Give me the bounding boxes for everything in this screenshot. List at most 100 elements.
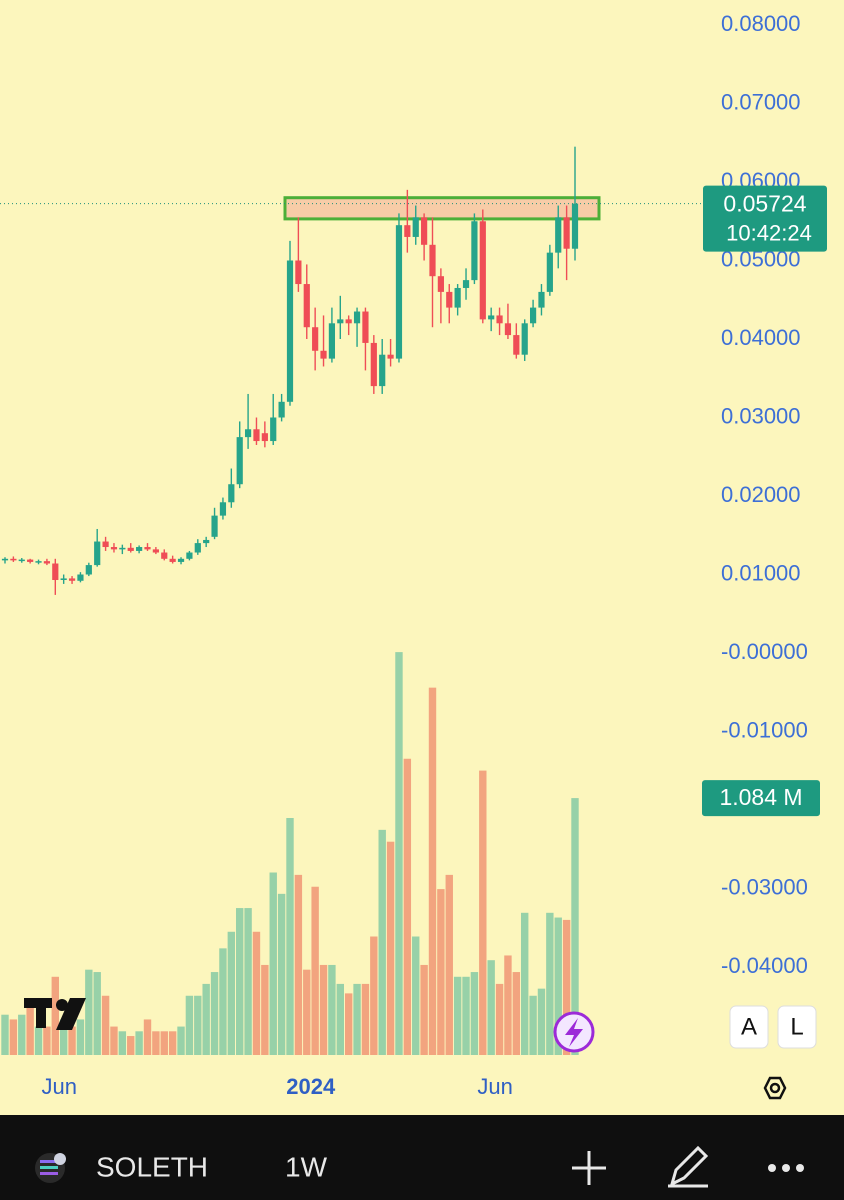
candle-body: [479, 221, 486, 320]
candle-body: [471, 221, 478, 281]
volume-bar: [51, 976, 59, 1055]
volume-bar: [194, 995, 202, 1055]
auto-button[interactable]: A: [729, 1005, 769, 1049]
candle-body: [345, 319, 352, 324]
candle-body: [312, 327, 319, 351]
more-button[interactable]: [768, 1164, 804, 1172]
candle-body: [161, 552, 168, 559]
volume-bar: [353, 983, 361, 1055]
volume-bar: [135, 1031, 143, 1055]
y-tick-label: 0.08000: [721, 11, 801, 36]
candle-body: [429, 244, 436, 277]
candle-body: [379, 354, 386, 387]
volume-bar: [244, 908, 252, 1055]
volume-bar: [168, 1031, 177, 1055]
replay-button[interactable]: [553, 1011, 595, 1053]
volume-bar: [495, 983, 504, 1055]
volume-bar: [470, 972, 479, 1055]
volume-bar: [319, 964, 328, 1055]
y-tick-label: 0.03000: [721, 403, 801, 428]
volume-bar: [344, 993, 353, 1055]
x-tick-label: 2024: [286, 1074, 336, 1099]
x-tick-label: Jun: [477, 1074, 512, 1099]
volume-bar: [546, 912, 554, 1055]
volume-bar: [227, 931, 236, 1055]
candle-body: [27, 559, 34, 562]
interval[interactable]: 1W: [285, 1151, 328, 1182]
symbol[interactable]: SOLETH: [96, 1151, 208, 1182]
candle-body: [1, 558, 9, 561]
volume-bar: [85, 969, 93, 1055]
candle-body: [177, 558, 185, 562]
volume-bar: [43, 1026, 51, 1055]
volume-bar: [160, 1031, 168, 1055]
price-label: 0.05724: [723, 191, 806, 217]
candle-body: [488, 315, 495, 320]
candle-body: [454, 287, 461, 308]
volume-bar: [261, 964, 269, 1055]
volume-bar: [185, 995, 194, 1055]
volume-bar: [504, 955, 512, 1055]
volume-bar: [68, 1026, 76, 1055]
logo: [24, 998, 86, 1030]
y-tick-label: 0.07000: [721, 89, 801, 114]
candle-body: [412, 217, 419, 237]
candle-body: [211, 515, 218, 537]
candle-body: [320, 350, 327, 359]
countdown: 10:42:24: [726, 220, 812, 245]
candle-body: [496, 315, 503, 324]
volume-bar: [412, 936, 420, 1055]
volume-bar: [428, 687, 437, 1055]
volume-bar: [361, 983, 370, 1055]
volume-bar: [453, 976, 462, 1055]
candle-body: [404, 225, 411, 237]
volume-bar: [277, 893, 286, 1055]
y-tick-label: -0.03000: [721, 874, 808, 899]
volume-bar: [437, 889, 445, 1055]
settings-icon[interactable]: [763, 1076, 787, 1100]
candle-body: [68, 578, 76, 581]
volume-bar: [18, 1014, 26, 1055]
volume-bar: [9, 1019, 18, 1055]
log-button[interactable]: L: [777, 1005, 817, 1049]
volume-bar: [386, 841, 395, 1055]
candle-body: [169, 558, 176, 562]
candle-body: [94, 541, 101, 566]
candle-body: [504, 323, 512, 336]
volume-bar: [420, 964, 428, 1055]
candle-body: [446, 291, 453, 308]
volume-bar: [177, 1026, 185, 1055]
volume-bar: [311, 886, 319, 1055]
volume-bar: [395, 652, 403, 1055]
candle-body: [43, 561, 51, 564]
candle-body: [353, 311, 361, 324]
volume-bar: [252, 931, 261, 1055]
volume-bar: [462, 976, 470, 1055]
volume-bar: [378, 829, 386, 1055]
candle-layer: [1, 146, 601, 595]
candle-body: [362, 311, 369, 343]
volume-bar: [336, 983, 344, 1055]
candle-body: [35, 561, 42, 563]
candle-body: [10, 558, 17, 561]
candle-body: [228, 484, 235, 503]
candle-body: [261, 433, 268, 442]
candle-body: [244, 429, 252, 438]
candle-body: [370, 342, 377, 387]
add-button[interactable]: [572, 1151, 606, 1185]
candle-body: [110, 547, 118, 550]
volume-bar: [521, 912, 529, 1055]
candle-body: [236, 437, 243, 485]
candle-body: [563, 217, 570, 249]
volume-bar: [127, 1036, 135, 1055]
y-tick-label: 0.02000: [721, 482, 801, 507]
candle-body: [77, 574, 84, 581]
candle-body: [85, 565, 92, 575]
volume-bar: [403, 758, 412, 1055]
candle-body: [144, 547, 151, 550]
volume-bar: [554, 917, 562, 1055]
price-axis: 0.080000.070000.060000.050000.040000.030…: [0, 11, 827, 978]
draw-button[interactable]: [668, 1145, 709, 1188]
volume-bar: [294, 874, 303, 1055]
